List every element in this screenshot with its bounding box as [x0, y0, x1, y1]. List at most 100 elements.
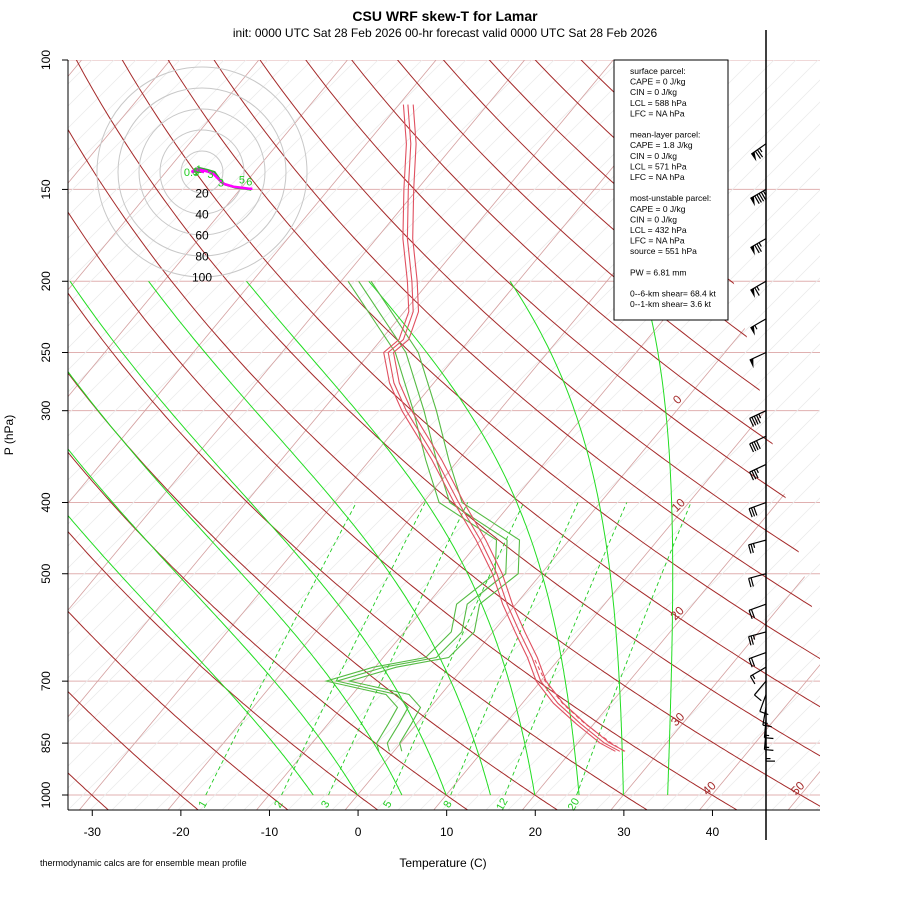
diagonal-grid-line — [815, 805, 820, 810]
hodograph-height-label: 5 — [239, 174, 245, 186]
wind-barb-half-feather — [752, 543, 756, 548]
isotherm-label: 20 — [668, 603, 688, 623]
moist-adiabat — [148, 280, 491, 796]
x-tick-label: -20 — [172, 825, 190, 839]
wind-barb-feather — [750, 543, 754, 553]
diagonal-grid-line — [68, 60, 423, 415]
stats-line: 0--1-km shear= 3.6 kt — [630, 299, 712, 309]
stats-line: mean-layer parcel: — [630, 130, 700, 140]
wind-barb-feather — [748, 610, 753, 619]
diagonal-grid-line — [111, 101, 820, 810]
stats-line: CAPE = 1.8 J/kg — [630, 140, 693, 150]
stats-line: CAPE = 0 J/kg — [630, 77, 686, 87]
dry-adiabat — [700, 60, 820, 810]
diagonal-grid-line — [507, 497, 820, 810]
wind-barb-half-feather — [758, 242, 762, 247]
diagonal-grid-line — [68, 60, 225, 217]
wind-barb-shaft — [763, 719, 767, 738]
hodograph-ring — [180, 150, 224, 194]
dry-adiabat — [68, 60, 469, 810]
stats-line: LCL = 571 hPa — [630, 161, 687, 171]
wind-barb — [748, 631, 767, 646]
dry-adiabat — [68, 60, 559, 810]
diagonal-grid-line — [727, 717, 820, 810]
diagonal-grid-line — [793, 783, 820, 810]
diagonal-grid-line — [68, 60, 731, 723]
diagonal-grid-line — [661, 651, 820, 810]
y-tick-label: 150 — [39, 179, 53, 199]
diagonal-grid-line — [68, 60, 489, 481]
diagonal-grid-line — [68, 60, 159, 151]
wind-barb-feather — [751, 470, 757, 480]
stats-line: PW = 6.81 mm — [630, 267, 686, 277]
diagonal-grid-line — [68, 60, 467, 459]
diagonal-grid-line — [68, 60, 313, 305]
stats-line: LCL = 432 hPa — [630, 225, 687, 235]
hodograph-height-label: 1 — [193, 166, 199, 178]
y-tick-label: 500 — [39, 563, 53, 583]
x-tick-label: 40 — [706, 825, 720, 839]
parcel-line — [533, 657, 625, 752]
stats-line: CAPE = 0 J/kg — [630, 204, 686, 214]
wind-barb-flag — [751, 151, 757, 162]
diagonal-grid-line — [68, 60, 643, 635]
diagonal-grid-line — [639, 629, 820, 810]
y-tick-label: 200 — [39, 271, 53, 291]
wind-barb — [750, 143, 767, 162]
hodograph-height-label: 3 — [218, 178, 224, 190]
diagonal-grid-line — [68, 60, 203, 195]
dry-adiabat — [248, 60, 820, 810]
dry-adiabat — [68, 60, 110, 810]
diagonal-grid-line — [68, 60, 445, 437]
stats-line: source = 551 hPa — [630, 246, 697, 256]
diagonal-grid-line — [265, 255, 820, 810]
mixing-ratio-label: 5 — [381, 799, 394, 810]
wind-barb-feather — [754, 195, 760, 205]
isotherm-line — [698, 60, 820, 810]
diagonal-grid-line — [771, 761, 820, 810]
diagonal-grid-line — [68, 60, 555, 547]
wind-barb-flag — [750, 245, 755, 256]
wind-barb-feather — [756, 194, 762, 203]
moist-adiabat — [68, 281, 403, 796]
mixing-ratio-label: 3 — [319, 799, 332, 810]
hodograph-ring-label: 100 — [192, 271, 212, 285]
isotherm-line — [255, 60, 820, 810]
x-axis-ticks: -30 -20 -10 0 10 20 30 40 — [84, 810, 720, 839]
dry-adiabat — [68, 60, 820, 810]
mixing-ratio-label: 12 — [494, 796, 511, 813]
hodograph-trace — [190, 167, 253, 191]
stats-line: CIN = 0 J/kg — [630, 214, 677, 224]
wind-barb-feather — [750, 635, 754, 645]
stats-box-frame — [613, 59, 729, 321]
y-axis-label: P (hPa) — [2, 415, 16, 455]
stats-line: most-unstable parcel: — [630, 193, 711, 203]
isotherm-line — [68, 60, 450, 810]
diagonal-grid-line — [68, 60, 335, 327]
isotherm-line — [610, 60, 820, 810]
wind-barb-feather — [753, 441, 759, 451]
chart-title: CSU WRF skew-T for Lamar — [352, 8, 538, 24]
diagonal-grid-line — [551, 541, 820, 810]
wind-barb — [765, 743, 775, 762]
sounding-profiles — [324, 104, 626, 752]
diagonal-grid-line — [133, 123, 820, 810]
diagonal-grid-line — [838, 60, 900, 810]
hodograph-ring — [138, 108, 266, 236]
mixing-ratio-label: 1 — [196, 799, 209, 810]
dry-adiabat — [202, 60, 820, 810]
diagonal-grid-line — [68, 60, 511, 503]
diagonal-grid-line — [68, 60, 247, 239]
isotherm-lines — [68, 60, 820, 810]
isotherm-line — [68, 60, 362, 810]
wind-barb — [748, 501, 767, 518]
diagonal-grid-line — [221, 211, 820, 810]
wind-barb — [759, 694, 769, 716]
wind-barb — [750, 280, 767, 299]
x-tick-label: 30 — [617, 825, 631, 839]
mixing-ratio-label: 8 — [441, 799, 454, 810]
wind-barb-feather — [748, 544, 752, 554]
diagonal-grid-line — [68, 60, 665, 657]
isotherm-line — [344, 60, 820, 810]
wind-barb — [750, 188, 767, 207]
